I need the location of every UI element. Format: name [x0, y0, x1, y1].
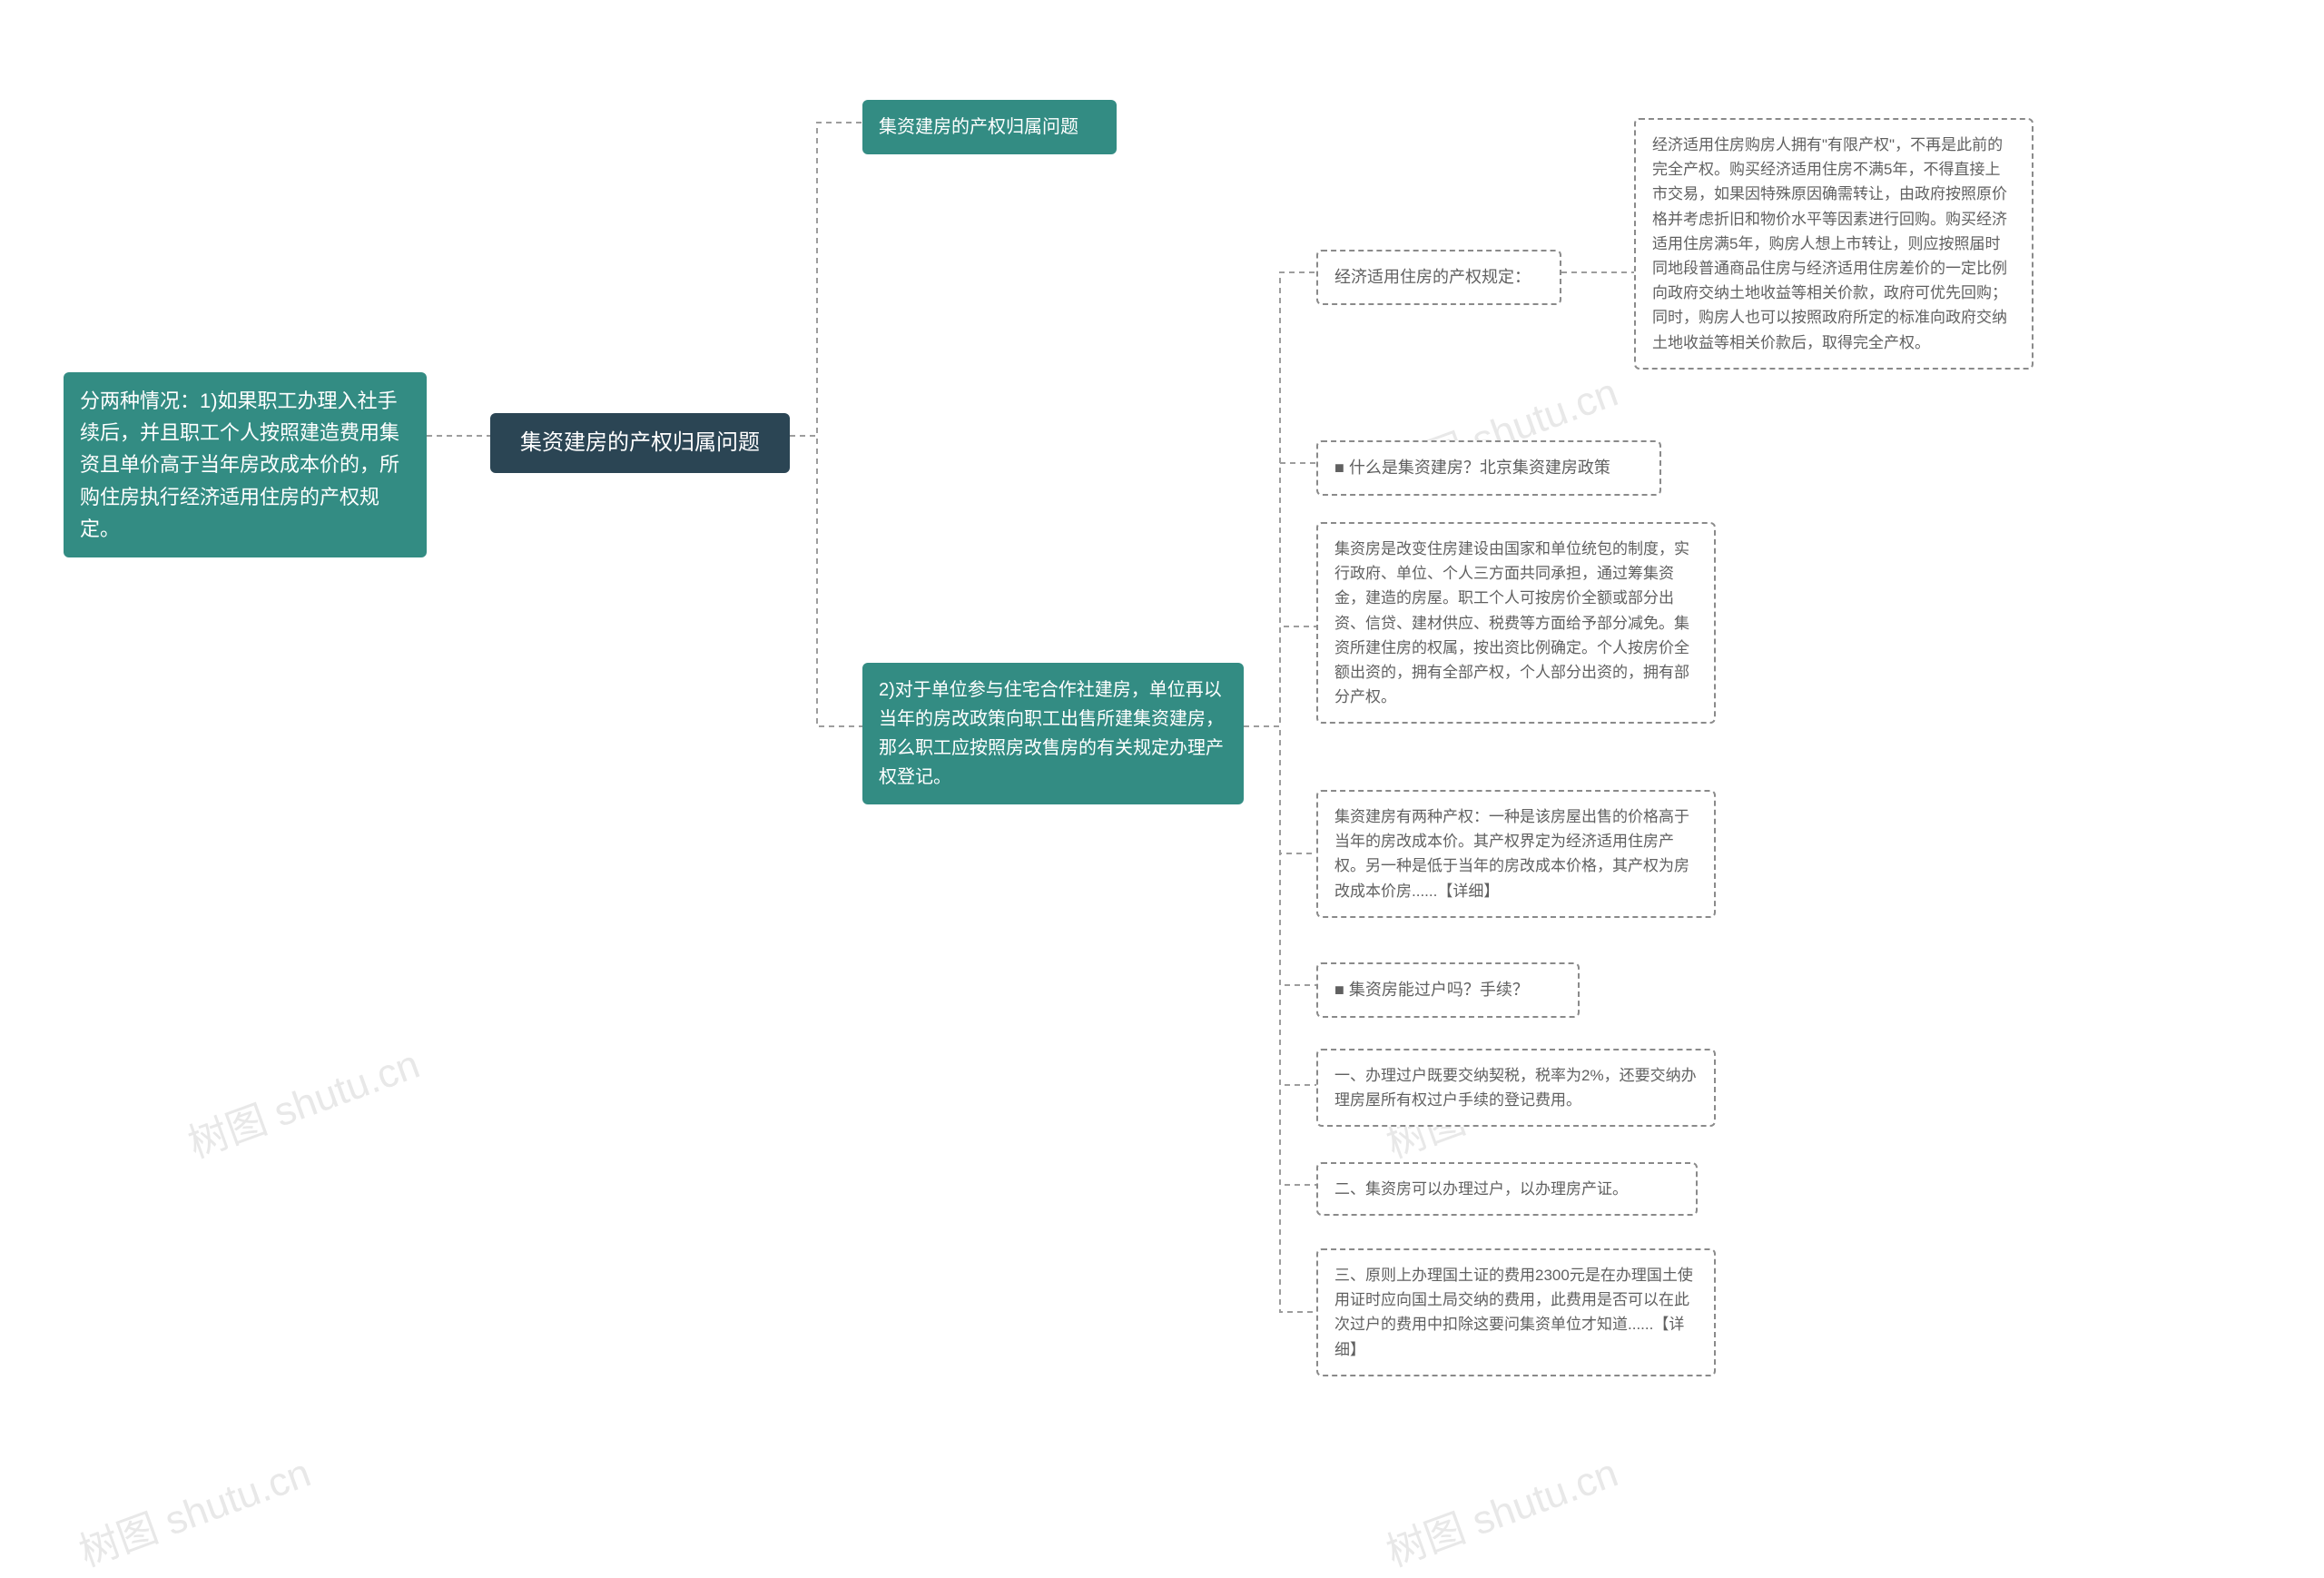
node-left-intro: 分两种情况：1)如果职工办理入社手续后，并且职工个人按照建造费用集资且单价高于当…: [64, 372, 427, 557]
node-child-2: 2)对于单位参与住宅合作社建房，单位再以当年的房改政策向职工出售所建集资建房，那…: [862, 663, 1244, 804]
watermark: 树图 shutu.cn: [179, 1031, 426, 1169]
node-d5: ■ 集资房能过户吗？手续？: [1316, 962, 1580, 1018]
watermark: 树图 shutu.cn: [1377, 1440, 1624, 1577]
node-d7: 二、集资房可以办理过户，以办理房产证。: [1316, 1162, 1698, 1216]
node-d4: 集资建房有两种产权：一种是该房屋出售的价格高于当年的房改成本价。其产权界定为经济…: [1316, 790, 1716, 918]
watermark: 树图 shutu.cn: [70, 1440, 317, 1577]
node-root: 集资建房的产权归属问题: [490, 413, 790, 473]
node-d2: ■ 什么是集资建房？北京集资建房政策: [1316, 440, 1661, 496]
node-d1-body: 经济适用住房购房人拥有"有限产权"，不再是此前的完全产权。购买经济适用住房不满5…: [1634, 118, 2034, 370]
node-d3: 集资房是改变住房建设由国家和单位统包的制度，实行政府、单位、个人三方面共同承担，…: [1316, 522, 1716, 724]
node-d1-label: 经济适用住房的产权规定：: [1316, 250, 1561, 305]
node-d6: 一、办理过户既要交纳契税，税率为2%，还要交纳办理房屋所有权过户手续的登记费用。: [1316, 1049, 1716, 1127]
node-child-1: 集资建房的产权归属问题: [862, 100, 1117, 154]
node-d8: 三、原则上办理国土证的费用2300元是在办理国土使用证时应向国土局交纳的费用，此…: [1316, 1248, 1716, 1376]
